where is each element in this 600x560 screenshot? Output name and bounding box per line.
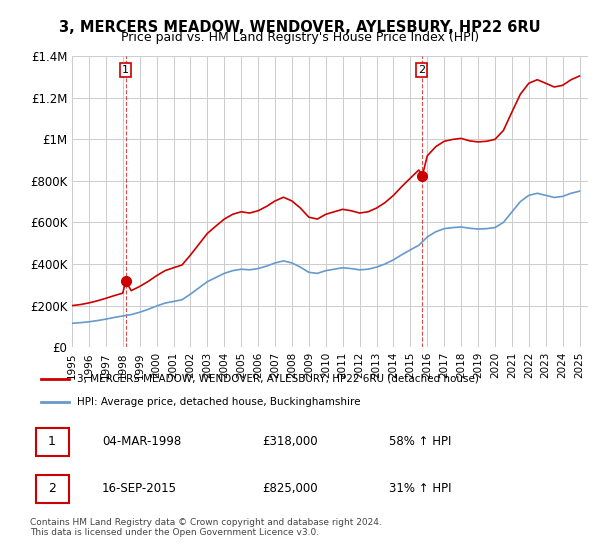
Text: 2: 2 xyxy=(48,482,56,495)
Text: 58% ↑ HPI: 58% ↑ HPI xyxy=(389,435,451,449)
Text: 3, MERCERS MEADOW, WENDOVER, AYLESBURY, HP22 6RU (detached house): 3, MERCERS MEADOW, WENDOVER, AYLESBURY, … xyxy=(77,374,479,384)
FancyBboxPatch shape xyxy=(35,428,68,456)
Text: HPI: Average price, detached house, Buckinghamshire: HPI: Average price, detached house, Buck… xyxy=(77,397,361,407)
Text: £825,000: £825,000 xyxy=(262,482,317,495)
Text: 1: 1 xyxy=(48,435,56,449)
Text: 1: 1 xyxy=(122,65,129,74)
FancyBboxPatch shape xyxy=(35,475,68,503)
Text: 31% ↑ HPI: 31% ↑ HPI xyxy=(389,482,451,495)
Text: 3, MERCERS MEADOW, WENDOVER, AYLESBURY, HP22 6RU: 3, MERCERS MEADOW, WENDOVER, AYLESBURY, … xyxy=(59,20,541,35)
Text: 04-MAR-1998: 04-MAR-1998 xyxy=(102,435,181,449)
Text: 16-SEP-2015: 16-SEP-2015 xyxy=(102,482,177,495)
Text: Contains HM Land Registry data © Crown copyright and database right 2024.
This d: Contains HM Land Registry data © Crown c… xyxy=(30,518,382,538)
Text: Price paid vs. HM Land Registry's House Price Index (HPI): Price paid vs. HM Land Registry's House … xyxy=(121,31,479,44)
Text: £318,000: £318,000 xyxy=(262,435,317,449)
Text: 2: 2 xyxy=(418,65,425,74)
